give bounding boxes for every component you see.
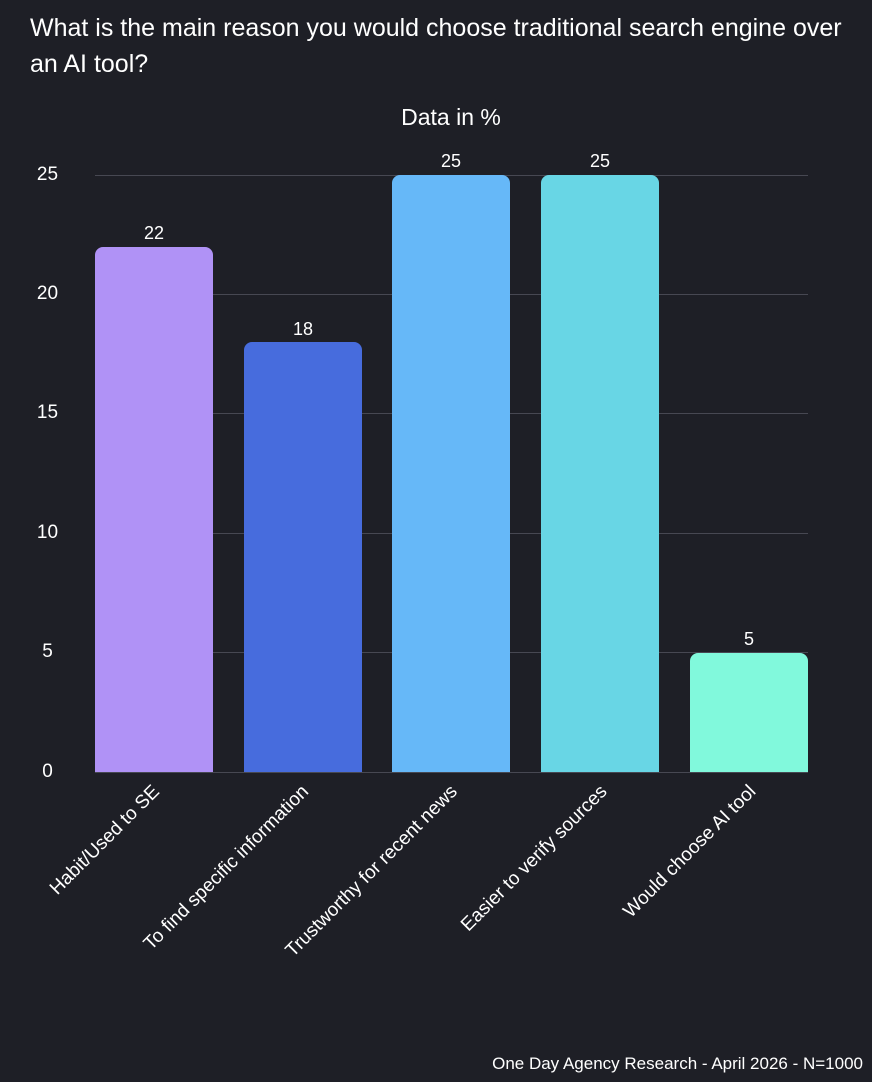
bar-trustworthy[interactable] <box>392 175 510 772</box>
y-tick-label: 10 <box>36 522 59 543</box>
bar-ai-tool[interactable] <box>690 653 808 772</box>
y-tick-label: 0 <box>42 761 53 782</box>
bar-value-label: 25 <box>440 151 462 171</box>
x-axis-label: Trustworthy for recent news <box>281 781 463 962</box>
bar-value-label: 5 <box>743 629 754 649</box>
x-axis-label: To find specific information <box>139 781 314 955</box>
y-tick-label: 5 <box>42 641 53 662</box>
bar-verify-sources[interactable] <box>541 175 659 772</box>
chart-title: What is the main reason you would choose… <box>30 14 842 78</box>
bar-value-label: 22 <box>143 223 165 243</box>
chart-subtitle: Data in % <box>401 104 501 130</box>
y-tick-label: 15 <box>36 402 59 423</box>
y-tick-label: 25 <box>36 164 59 185</box>
bar-habit[interactable] <box>95 247 213 772</box>
bar-value-label: 25 <box>589 151 611 171</box>
source-footnote: One Day Agency Research - April 2026 - N… <box>492 1054 863 1073</box>
bar-specific-info[interactable] <box>244 342 362 772</box>
bar-value-label: 18 <box>292 319 314 339</box>
x-axis-label: Easier to verify sources <box>456 781 612 936</box>
y-tick-label: 20 <box>36 283 59 304</box>
x-axis-label: Habit/Used to SE <box>46 781 165 900</box>
gridline-0 <box>95 772 808 773</box>
x-axis-label: Would choose AI tool <box>619 781 761 923</box>
plot-area: 0 5 10 15 20 25 22 18 25 25 5 <box>37 151 808 782</box>
